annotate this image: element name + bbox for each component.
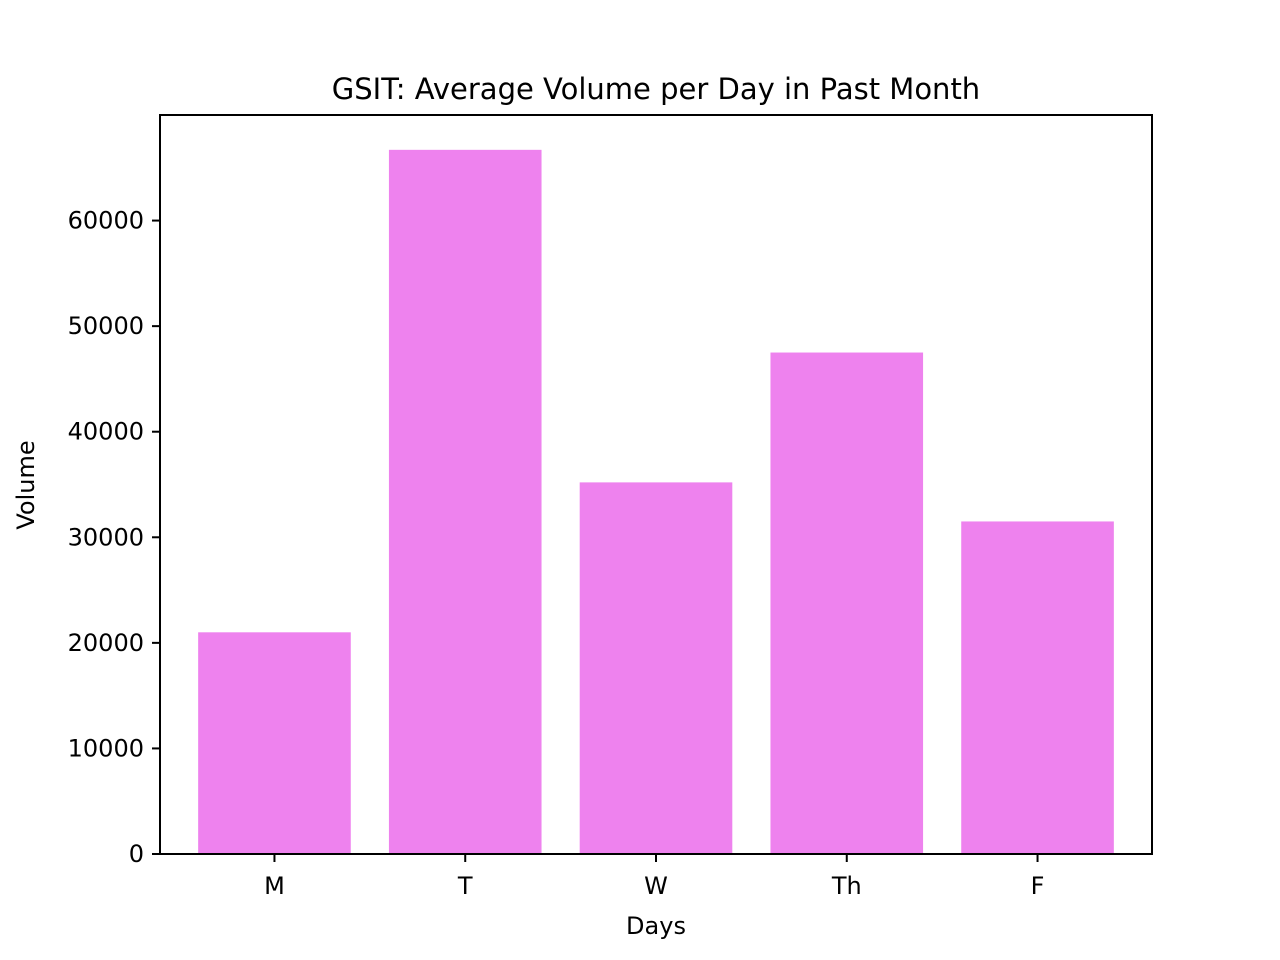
- bar-m: [198, 632, 351, 854]
- bar-th: [770, 352, 924, 854]
- bar-f: [961, 521, 1114, 854]
- x-tick-label: M: [264, 872, 285, 900]
- bar-t: [388, 149, 542, 855]
- x-tick-label: Th: [831, 872, 862, 900]
- x-tick-label: F: [1031, 872, 1045, 900]
- x-tick-label: T: [457, 872, 473, 900]
- bars-layer: [198, 149, 1114, 855]
- y-tick-label: 20000: [68, 629, 144, 657]
- y-axis-label: Volume: [12, 440, 40, 529]
- x-axis-ticks: M T W Th F: [264, 854, 1044, 900]
- bar-w: [579, 482, 733, 854]
- y-tick-label: 30000: [68, 523, 144, 551]
- y-tick-label: 50000: [68, 312, 144, 340]
- y-axis-ticks: 0 10000 20000 30000 40000 50000 60000: [68, 207, 160, 868]
- plot-area-frame: [159, 114, 1153, 855]
- y-tick-label: 10000: [68, 734, 144, 762]
- x-tick-label: W: [644, 872, 668, 900]
- y-tick-label: 0: [129, 840, 144, 868]
- chart-title: GSIT: Average Volume per Day in Past Mon…: [332, 72, 980, 106]
- y-tick-label: 40000: [68, 418, 144, 446]
- x-axis-label: Days: [626, 912, 686, 940]
- y-tick-label: 60000: [68, 207, 144, 235]
